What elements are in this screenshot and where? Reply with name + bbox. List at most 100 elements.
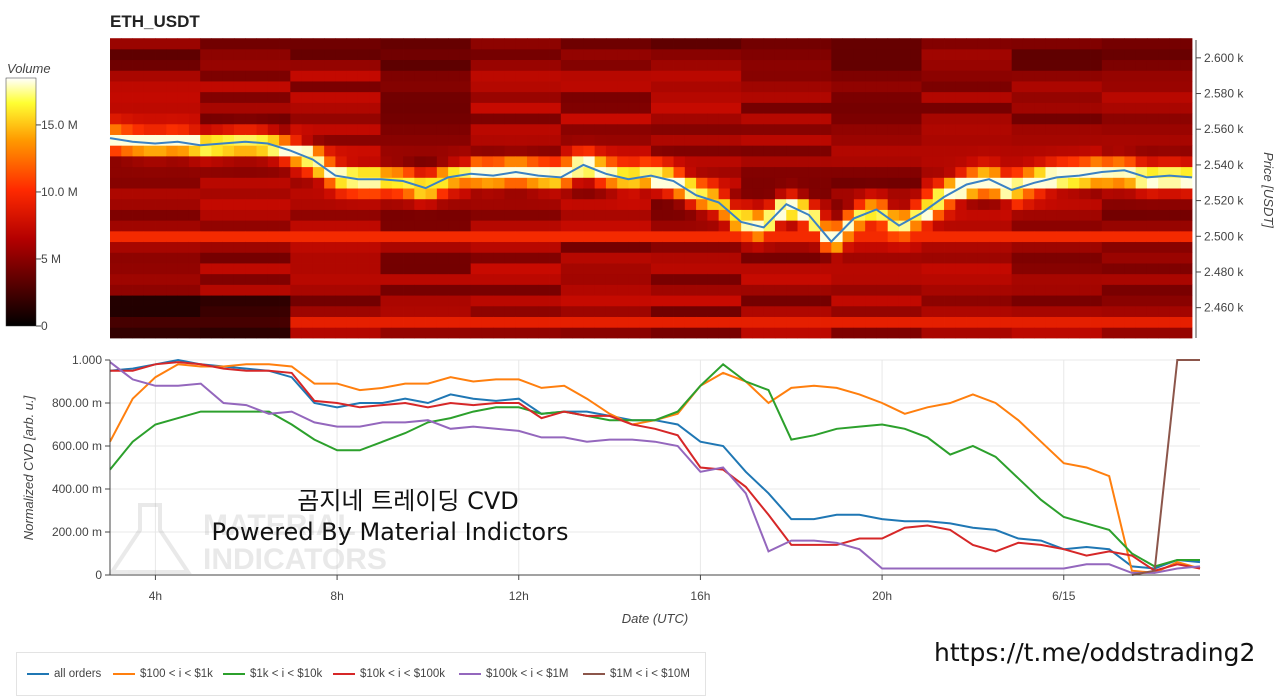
heatmap-cell [357,91,370,103]
heatmap-cell [549,177,562,189]
heatmap-cell [188,209,201,221]
heatmap-cell [369,123,381,135]
heatmap-cell [1056,327,1069,339]
heatmap-cell [188,59,201,71]
heatmap-cell [741,209,753,221]
heatmap-cell [1079,295,1091,307]
heatmap-cell [966,198,979,210]
heatmap-cell [155,273,167,285]
heatmap-cell [448,198,460,210]
heatmap-cell [752,252,765,264]
heatmap-cell [1068,305,1080,317]
heatmap-cell [267,91,280,103]
heatmap-cell [718,198,731,210]
heatmap-cell [594,145,607,157]
heatmap-cell [346,209,359,221]
heatmap-cell [527,81,539,93]
heatmap-cell [898,70,911,82]
heatmap-cell [955,209,967,221]
legend-item[interactable]: $100 < i < $1k [113,668,213,680]
heatmap-cell [1090,81,1103,93]
heatmap-cell [853,220,866,232]
heatmap-cell [696,38,708,50]
heatmap-cell [290,177,302,189]
heatmap-cell [256,48,269,61]
heatmap-cell [774,220,787,232]
heatmap-cell [955,38,967,50]
heatmap-cell [380,91,393,103]
heatmap-cell [515,81,528,93]
heatmap-cell [628,284,641,296]
legend-item[interactable]: all orders [27,668,101,680]
heatmap-cell [572,59,584,71]
heatmap-cell [1135,166,1148,178]
heatmap-cell [910,113,922,125]
legend-item[interactable]: $1k < i < $10k [223,668,322,680]
heatmap-cell [651,38,663,50]
heatmap-cell [222,155,235,168]
heatmap-cell [628,305,641,317]
heatmap-cell [1169,209,1182,221]
telegram-link[interactable]: https://t.me/oddstrading2 [934,638,1256,667]
heatmap-cell [1045,166,1058,178]
heatmap-cell [1056,113,1069,125]
heatmap-cell [357,166,370,178]
heatmap-cell [594,38,607,50]
heatmap-cell [211,316,224,328]
heatmap-cell [910,59,922,71]
heatmap-cell [898,166,911,178]
heatmap-cell [583,284,596,296]
legend-item[interactable]: $100k < i < $1M [459,668,568,680]
heatmap-cell [245,305,257,317]
heatmap-cell [538,102,550,114]
heatmap-cell [549,123,562,135]
heatmap-cell [1079,134,1091,146]
heatmap-cell [1022,145,1035,157]
heatmap-cell [944,123,956,135]
heatmap-cell [684,102,697,114]
heatmap-cell [538,230,550,243]
heatmap-cell [910,305,922,317]
heatmap-cell [312,252,325,264]
heatmap-cell [572,305,584,317]
heatmap-cell [1079,123,1091,135]
heatmap-cell [1135,188,1148,200]
heatmap-cell [436,263,449,275]
legend-item[interactable]: $1M < i < $10M [583,668,690,680]
heatmap-cell [403,123,415,135]
heatmap-cell [188,241,201,253]
heatmap-cell [1011,166,1024,178]
heatmap-cell [583,263,596,275]
heatmap-cell [470,220,483,232]
heatmap-cell [572,241,584,253]
legend-item[interactable]: $10k < i < $100k [333,668,445,680]
heatmap-cell [572,263,584,275]
heatmap-cell [1146,273,1159,285]
heatmap-cell [1124,305,1137,317]
heatmap-cell [718,102,731,114]
heatmap-cell [628,198,641,210]
heatmap-cell [684,81,697,93]
heatmap-cell [944,305,956,317]
heatmap-cell [436,134,449,146]
heatmap-cell [1022,316,1035,328]
heatmap-cell [774,48,787,61]
heatmap-cell [481,316,494,328]
heatmap-cell [932,252,945,264]
heatmap-cell [369,134,381,146]
heatmap-cell [279,198,291,210]
heatmap-cell [651,48,663,61]
heatmap-cell [391,48,404,61]
heatmap-cell [1135,145,1148,157]
heatmap-cell [436,38,449,50]
heatmap-cell [403,220,415,232]
heatmap-cell [233,295,246,307]
heatmap-cell [357,70,370,82]
heatmap-cell [842,284,855,296]
heatmap-cell [369,198,381,210]
heatmap-cell [493,155,505,168]
heatmap-cell [425,81,438,93]
heatmap-cell [966,273,979,285]
heatmap-cell [729,198,742,210]
heatmap-cell [1124,263,1137,275]
